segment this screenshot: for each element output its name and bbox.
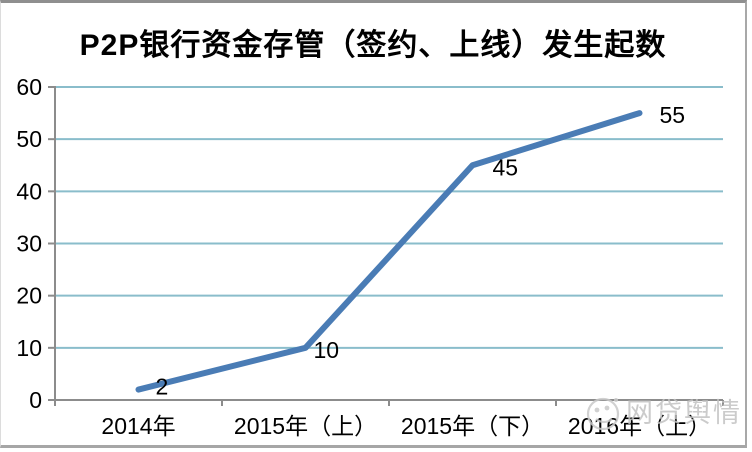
x-tick-label: 2016年（上）	[568, 413, 711, 439]
data-point-label: 2	[156, 374, 169, 400]
y-tick-label: 30	[16, 231, 42, 257]
data-point-label: 10	[314, 337, 340, 363]
x-tick-label: 2014年	[101, 413, 175, 439]
x-tick-label: 2015年（下）	[401, 413, 544, 439]
chart-title: P2P银行资金存管（签约、上线）发生起数	[79, 29, 667, 62]
data-point-label: 45	[493, 154, 519, 180]
x-tick-label: 2015年（上）	[234, 413, 377, 439]
data-line-series	[135, 110, 643, 393]
y-tick-label: 60	[16, 74, 42, 100]
y-tick-label: 10	[16, 335, 42, 361]
y-tick-label: 50	[16, 126, 42, 152]
y-tick-label: 20	[16, 283, 42, 309]
y-tick-label: 40	[16, 178, 42, 204]
data-point-label: 55	[660, 102, 686, 128]
y-tick-label: 0	[29, 387, 42, 413]
